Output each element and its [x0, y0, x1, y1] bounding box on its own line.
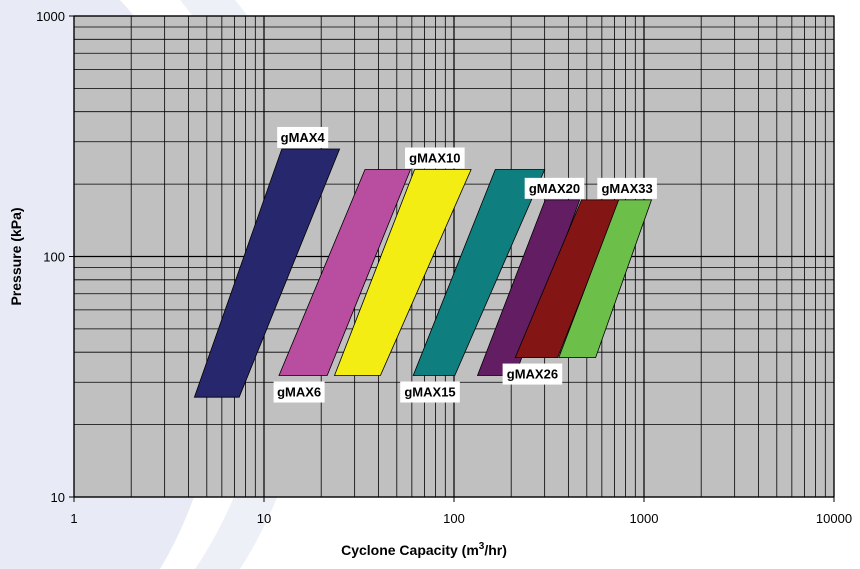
- label-text-gmax4: gMAX4: [281, 130, 326, 145]
- label-text-gmax33: gMAX33: [601, 181, 652, 196]
- label-box-gmax20: [524, 177, 585, 199]
- region-gmax6: [278, 169, 412, 376]
- y-axis-title: Pressure (kPa): [8, 207, 24, 305]
- region-gmax33: [558, 199, 653, 359]
- label-box-gmax6: [273, 381, 325, 403]
- label-text-gmax6: gMAX6: [277, 385, 321, 400]
- x-tick-label: 1000: [630, 511, 659, 526]
- x-axis-title: Cyclone Capacity (m3/hr): [341, 541, 507, 558]
- region-gmax10: [333, 169, 472, 376]
- x-tick-label: 10: [257, 511, 271, 526]
- x-tick-label: 100: [443, 511, 465, 526]
- label-text-gmax15: gMAX15: [404, 385, 455, 400]
- label-gmax20: gMAX20: [524, 177, 585, 199]
- label-box-gmax26: [502, 363, 563, 385]
- label-gmax33: gMAX33: [597, 177, 657, 199]
- x-tick-label: 1: [70, 511, 77, 526]
- label-gmax6: gMAX6: [273, 381, 325, 403]
- label-box-gmax4: [277, 126, 329, 148]
- label-text-gmax26: gMAX26: [507, 367, 558, 382]
- y-tick-label: 1000: [36, 9, 65, 24]
- y-tick-label: 10: [51, 490, 65, 505]
- label-box-gmax10: [405, 147, 465, 169]
- label-text-gmax10: gMAX10: [409, 151, 460, 166]
- region-gmax4: [193, 148, 341, 398]
- label-gmax26: gMAX26: [502, 363, 563, 385]
- region-gmax15: [412, 169, 546, 376]
- y-tick-label: 100: [43, 250, 65, 265]
- label-text-gmax20: gMAX20: [529, 181, 580, 196]
- label-gmax15: gMAX15: [400, 381, 460, 403]
- label-gmax10: gMAX10: [405, 147, 465, 169]
- label-gmax4: gMAX4: [277, 126, 329, 148]
- label-box-gmax33: [597, 177, 657, 199]
- x-tick-label: 10000: [816, 511, 852, 526]
- label-box-gmax15: [400, 381, 460, 403]
